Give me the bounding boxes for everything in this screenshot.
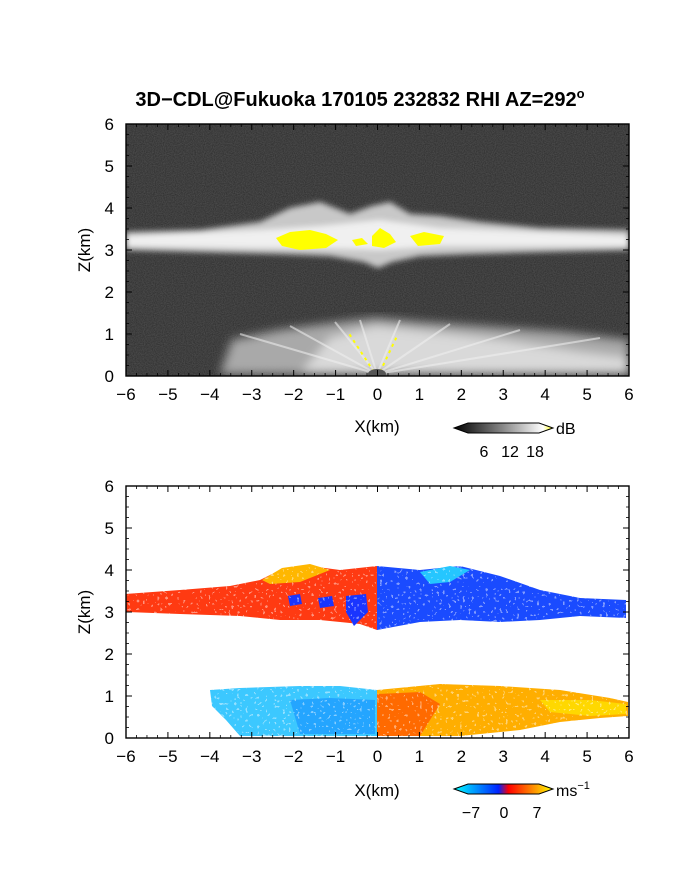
velocity-speckle [126,486,629,738]
velocity-xtick-label: −4 [200,747,219,766]
velocity-image [126,486,629,738]
intensity-xtick-label: −3 [242,385,261,404]
velocity-panel: −6 −5 −4 −3 −2 −1 0 1 2 3 4 5 6 0 1 2 3 4 5 6 X(km) Z(km) m… [75,477,634,822]
fan-rays [239,319,601,375]
velocity-ytick-label: 0 [105,729,114,748]
intensity-ytick-label: 3 [105,241,114,260]
velocity-colorbar-tick-neg7: −7 [462,805,480,822]
intensity-xtick-label: 0 [373,385,382,404]
intensity-xtick-label: 5 [582,385,591,404]
velocity-colorbar-bar [452,783,555,795]
velocity-xtick-label: −5 [158,747,177,766]
intensity-ylabel: Z(km) [75,228,94,272]
velocity-colorbar-tick-7: 7 [533,805,542,822]
velocity-ytick-label: 3 [105,603,114,622]
velocity-axes: −6 −5 −4 −3 −2 −1 0 1 2 3 4 5 6 0 1 2 3 4 5 6 [105,477,634,766]
velocity-xtick-label: 2 [457,747,466,766]
intensity-ytick-label: 4 [105,199,114,218]
intensity-colorbar-unit: dB [556,421,576,438]
velocity-xtick-label: 5 [582,747,591,766]
near-ground-saturation [347,331,399,373]
figure-title-degree: o [577,86,585,101]
intensity-ytick-label: 5 [105,157,114,176]
velocity-ytick-label: 4 [105,561,114,580]
velocity-colorbar-unit: ms−1 [556,780,590,800]
saturated-core [276,228,444,250]
intensity-xtick-label: −5 [158,385,177,404]
intensity-ytick-label: 2 [105,283,114,302]
velocity-ytick-label: 5 [105,519,114,538]
intensity-xtick-label: 2 [457,385,466,404]
intensity-ytick-label: 1 [105,325,114,344]
velocity-xtick-label: −1 [326,747,345,766]
intensity-xtick-label: −1 [326,385,345,404]
intensity-xtick-label: 3 [499,385,508,404]
intensity-xtick-label: 4 [540,385,549,404]
velocity-ylabel: Z(km) [75,590,94,634]
intensity-xtick-label: −6 [116,385,135,404]
velocity-colorbar: ms−1 −7 0 7 [452,780,590,822]
velocity-xtick-label: 4 [540,747,549,766]
intensity-ytick-label: 6 [105,115,114,134]
figure-title: 3D−CDL@Fukuoka 170105 232832 RHI AZ=292o [135,86,584,111]
intensity-axes: −6 −5 −4 −3 −2 −1 0 1 2 3 4 5 6 0 1 2 3 4 5 6 [105,115,634,404]
velocity-ytick-label: 2 [105,645,114,664]
intensity-colorbar-tick-12: 12 [501,444,519,461]
velocity-xtick-label: 6 [624,747,633,766]
velocity-colorbar-unit-exponent: −1 [577,780,590,792]
intensity-colorbar: dB 6 12 18 [452,421,576,461]
velocity-xtick-label: 0 [373,747,382,766]
velocity-xlabel: X(km) [354,781,399,800]
velocity-ytick-label: 1 [105,687,114,706]
intensity-xtick-label: 6 [624,385,633,404]
velocity-xtick-label: −2 [284,747,303,766]
velocity-xtick-label: 1 [415,747,424,766]
velocity-colorbar-tick-0: 0 [500,805,509,822]
intensity-ytick-label: 0 [105,367,114,386]
intensity-xtick-label: 1 [415,385,424,404]
velocity-xtick-label: 3 [499,747,508,766]
velocity-ytick-label: 6 [105,477,114,496]
velocity-xtick-label: −6 [116,747,135,766]
intensity-xtick-label: −2 [284,385,303,404]
intensity-image [126,124,629,376]
intensity-colorbar-tick-18: 18 [526,444,544,461]
intensity-colorbar-bar [452,422,555,434]
intensity-colorbar-tick-6: 6 [480,444,489,461]
intensity-xlabel: X(km) [354,417,399,436]
intensity-xtick-label: −4 [200,385,219,404]
velocity-xtick-label: −3 [242,747,261,766]
